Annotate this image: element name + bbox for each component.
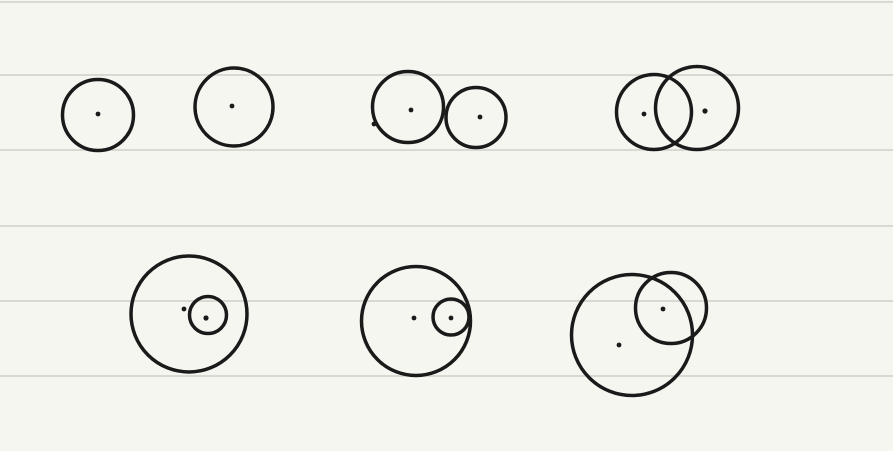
small-circle xyxy=(633,270,709,346)
right-circle xyxy=(444,85,508,150)
large-circle xyxy=(569,272,695,398)
small-center-point xyxy=(660,306,666,312)
outer-center-point xyxy=(411,315,417,321)
outer-circle xyxy=(359,264,473,378)
figure-intersecting-pair xyxy=(614,64,741,152)
figure-contained-pair xyxy=(129,254,249,374)
figure-single-circle-b xyxy=(193,66,275,148)
inner-circle xyxy=(187,294,229,336)
figure-internally-tangent-pair xyxy=(359,264,473,378)
outer-circle xyxy=(129,254,249,374)
center-point xyxy=(229,103,235,109)
inner-center-point xyxy=(448,315,454,321)
circle xyxy=(193,66,275,148)
right-circle xyxy=(653,64,741,152)
right-center-point xyxy=(702,108,708,114)
right-center-point xyxy=(477,114,483,120)
inner-center-point xyxy=(203,315,209,321)
ruled-lines xyxy=(0,1,893,377)
left-center-point xyxy=(408,107,414,113)
stray-mark xyxy=(371,121,377,127)
left-center-point xyxy=(641,111,647,117)
large-center-point xyxy=(616,342,622,348)
figure-overlapping-large-small-pair xyxy=(569,270,709,398)
inner-circle xyxy=(431,297,471,337)
figure-single-circle-a xyxy=(60,77,136,153)
circle xyxy=(60,77,136,153)
left-circle xyxy=(370,69,446,145)
left-circle xyxy=(614,72,694,152)
outer-center-point xyxy=(181,306,187,312)
center-point xyxy=(95,111,101,117)
figure-externally-tangent-pair xyxy=(370,69,508,150)
